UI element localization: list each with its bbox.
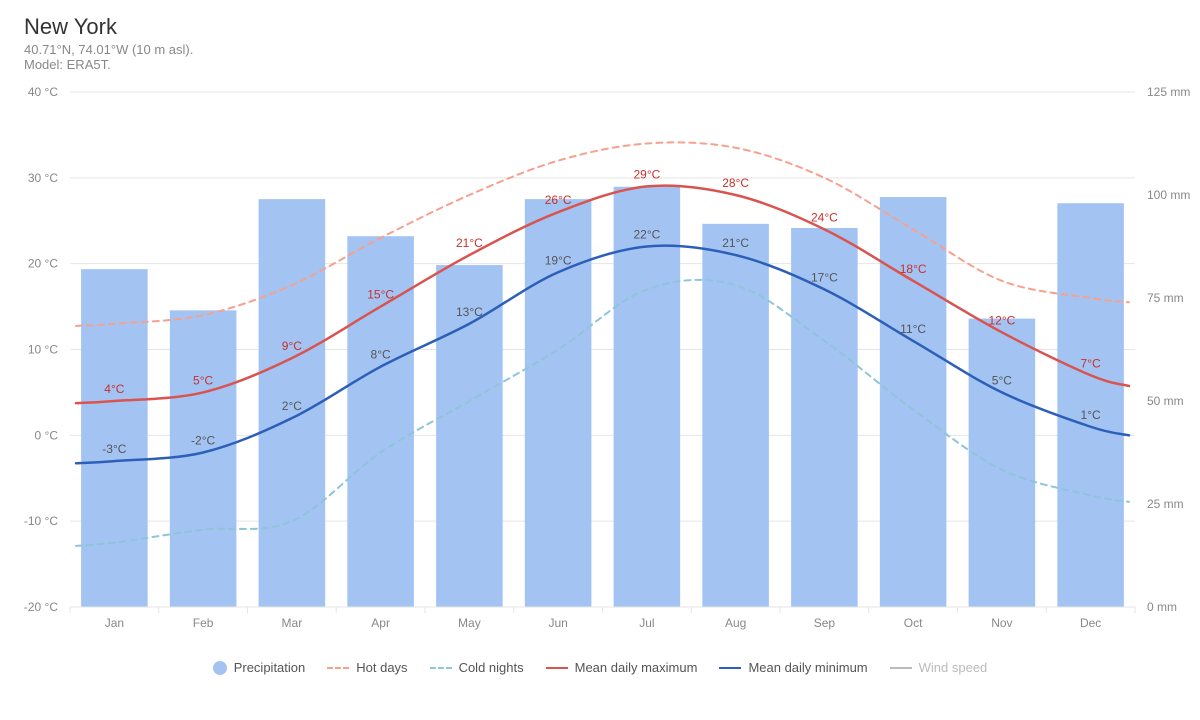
min-label: 21°C (722, 236, 749, 250)
legend-label: Precipitation (234, 660, 306, 675)
precip-bar (791, 228, 858, 607)
legend-swatch (890, 667, 912, 669)
legend-label: Mean daily minimum (748, 660, 867, 675)
svg-text:0 °C: 0 °C (35, 428, 59, 442)
legend-item-max[interactable]: Mean daily maximum (546, 660, 698, 675)
max-label: 9°C (282, 339, 302, 353)
legend-item-precip[interactable]: Precipitation (213, 660, 306, 675)
svg-text:25 mm: 25 mm (1147, 497, 1184, 511)
min-label: 1°C (1081, 408, 1101, 422)
legend-swatch (213, 661, 227, 675)
model-label: Model: ERA5T. (24, 57, 1200, 72)
min-label: -2°C (191, 434, 215, 448)
min-label: 19°C (545, 253, 572, 267)
max-label: 24°C (811, 210, 838, 224)
hot-days-line (76, 142, 1129, 326)
max-label: 28°C (722, 176, 749, 190)
svg-text:40 °C: 40 °C (28, 85, 58, 99)
legend-swatch (327, 667, 349, 669)
max-label: 4°C (104, 382, 124, 396)
svg-text:Feb: Feb (193, 616, 214, 630)
svg-text:Mar: Mar (282, 616, 303, 630)
legend-item-cold[interactable]: Cold nights (430, 660, 524, 675)
svg-text:Jan: Jan (105, 616, 124, 630)
svg-text:Apr: Apr (371, 616, 390, 630)
min-label: 22°C (633, 228, 660, 242)
location-subtitle: 40.71°N, 74.01°W (10 m asl). (24, 42, 1200, 57)
legend-swatch (719, 667, 741, 669)
svg-text:Oct: Oct (904, 616, 923, 630)
legend-label: Wind speed (919, 660, 988, 675)
svg-text:Aug: Aug (725, 616, 746, 630)
svg-text:100 mm: 100 mm (1147, 188, 1190, 202)
legend-label: Mean daily maximum (575, 660, 698, 675)
precip-bar (1057, 203, 1124, 607)
svg-text:30 °C: 30 °C (28, 171, 58, 185)
max-label: 5°C (193, 373, 213, 387)
svg-text:75 mm: 75 mm (1147, 291, 1184, 305)
max-label: 21°C (456, 236, 483, 250)
precip-bar (81, 269, 148, 607)
max-label: 18°C (900, 262, 927, 276)
legend-item-min[interactable]: Mean daily minimum (719, 660, 867, 675)
max-label: 26°C (545, 193, 572, 207)
svg-text:-10 °C: -10 °C (24, 514, 58, 528)
min-label: 8°C (371, 348, 391, 362)
svg-text:0 mm: 0 mm (1147, 600, 1177, 614)
legend-item-hot[interactable]: Hot days (327, 660, 407, 675)
svg-text:50 mm: 50 mm (1147, 394, 1184, 408)
svg-text:Jun: Jun (548, 616, 567, 630)
min-label: 5°C (992, 373, 1012, 387)
svg-text:Jul: Jul (639, 616, 654, 630)
svg-text:Dec: Dec (1080, 616, 1101, 630)
min-label: 2°C (282, 399, 302, 413)
min-label: 13°C (456, 305, 483, 319)
precip-bar (170, 310, 237, 607)
page-title: New York (24, 14, 1200, 40)
max-label: 12°C (988, 313, 1015, 327)
climate-chart: -20 °C -10 °C 0 °C 10 °C 20 °C 30 °C 40 °C 0 mm… (0, 72, 1200, 652)
max-label: 29°C (633, 167, 660, 181)
precip-bar (880, 197, 947, 607)
min-label: 11°C (900, 322, 926, 336)
svg-text:Nov: Nov (991, 616, 1012, 630)
min-label: 17°C (811, 270, 838, 284)
legend-label: Hot days (356, 660, 407, 675)
legend-item-wind[interactable]: Wind speed (890, 660, 988, 675)
svg-text:20 °C: 20 °C (28, 257, 58, 271)
min-label: -3°C (102, 442, 126, 456)
svg-text:May: May (458, 616, 481, 630)
legend-swatch (546, 667, 568, 669)
svg-text:Sep: Sep (814, 616, 836, 630)
svg-text:-20 °C: -20 °C (24, 600, 58, 614)
svg-text:125 mm: 125 mm (1147, 85, 1190, 99)
precip-bar (969, 319, 1036, 607)
svg-text:10 °C: 10 °C (28, 343, 58, 357)
max-label: 15°C (367, 288, 394, 302)
legend: Precipitation Hot days Cold nights Mean dai… (0, 652, 1200, 675)
legend-swatch (430, 667, 452, 669)
max-label: 7°C (1081, 356, 1101, 370)
legend-label: Cold nights (459, 660, 524, 675)
